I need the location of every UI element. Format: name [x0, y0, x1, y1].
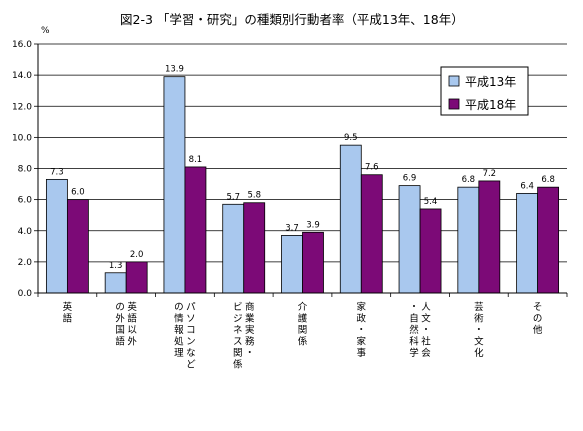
bar-h18 [184, 166, 207, 294]
bar-h13 [398, 185, 421, 294]
bar-h18 [360, 174, 383, 294]
data-label: 2.0 [130, 250, 144, 260]
legend-label: 平成18年 [465, 98, 516, 112]
bar-h18 [66, 199, 89, 294]
data-label: 6.0 [71, 188, 85, 198]
data-label: 8.1 [189, 155, 203, 165]
bar-h18 [243, 202, 266, 294]
category-label: 英語 [63, 301, 73, 325]
data-label: 5.4 [424, 197, 438, 207]
bar-h13 [457, 186, 480, 294]
bar-h18 [302, 231, 324, 294]
data-label: 7.3 [50, 167, 64, 177]
category-label: ・自然科学 [409, 302, 419, 359]
bar-h18 [419, 208, 442, 294]
category-label: その他 [533, 302, 543, 336]
y-tick-label: 10.0 [12, 133, 32, 143]
category-label: の外国語 [115, 302, 125, 348]
bar-h13 [516, 192, 539, 294]
legend-label: 平成13年 [465, 75, 516, 89]
y-tick-label: 14.0 [12, 71, 32, 81]
y-axis-unit: % [41, 26, 50, 36]
category-label: の情報処理 [174, 302, 184, 359]
category-label: 商業実務・ [245, 301, 255, 359]
bar-h13 [163, 76, 186, 294]
y-tick-label: 2.0 [18, 258, 33, 268]
category-label: 芸術・文化 [474, 301, 484, 359]
data-label: 5.8 [247, 191, 261, 201]
bar-h13 [104, 272, 127, 294]
y-tick-label: 12.0 [12, 102, 32, 112]
bar-h13 [45, 178, 68, 294]
bar-h18 [537, 186, 560, 294]
y-tick-label: 0.0 [18, 289, 33, 299]
data-label: 3.9 [306, 220, 320, 230]
data-label: 3.7 [285, 223, 299, 233]
y-tick-label: 4.0 [18, 227, 33, 237]
bar-h13 [339, 144, 362, 294]
data-label: 9.5 [344, 133, 358, 143]
y-tick-label: 16.0 [12, 40, 32, 50]
data-label: 6.8 [462, 175, 476, 185]
data-label: 7.6 [365, 163, 379, 173]
data-label: 6.8 [541, 175, 555, 185]
bar-h18 [125, 261, 148, 294]
y-tick-label: 6.0 [18, 196, 33, 206]
y-tick-label: 8.0 [18, 165, 33, 175]
category-label: パソコンなど [186, 302, 196, 371]
category-label: 英語以外 [127, 301, 137, 348]
data-label: 7.2 [483, 169, 497, 179]
chart-title: 図2-3 「学習・研究」の種類別行動者率（平成13年、18年） [120, 12, 464, 27]
legend-swatch [448, 98, 460, 110]
category-label: ビジネス関係 [233, 302, 243, 371]
bar-h18 [478, 180, 501, 294]
bar-h13 [222, 203, 245, 294]
legend-swatch [448, 75, 460, 87]
data-label: 6.4 [520, 181, 534, 191]
bar-h13 [281, 235, 303, 294]
data-label: 13.9 [165, 65, 184, 75]
category-label: 介護関係 [298, 302, 308, 348]
category-label: 人文・社会 [421, 302, 431, 359]
category-label: 家政・家事 [357, 301, 367, 359]
data-label: 5.7 [226, 192, 240, 202]
data-label: 6.9 [403, 174, 417, 184]
data-label: 1.3 [109, 261, 123, 271]
